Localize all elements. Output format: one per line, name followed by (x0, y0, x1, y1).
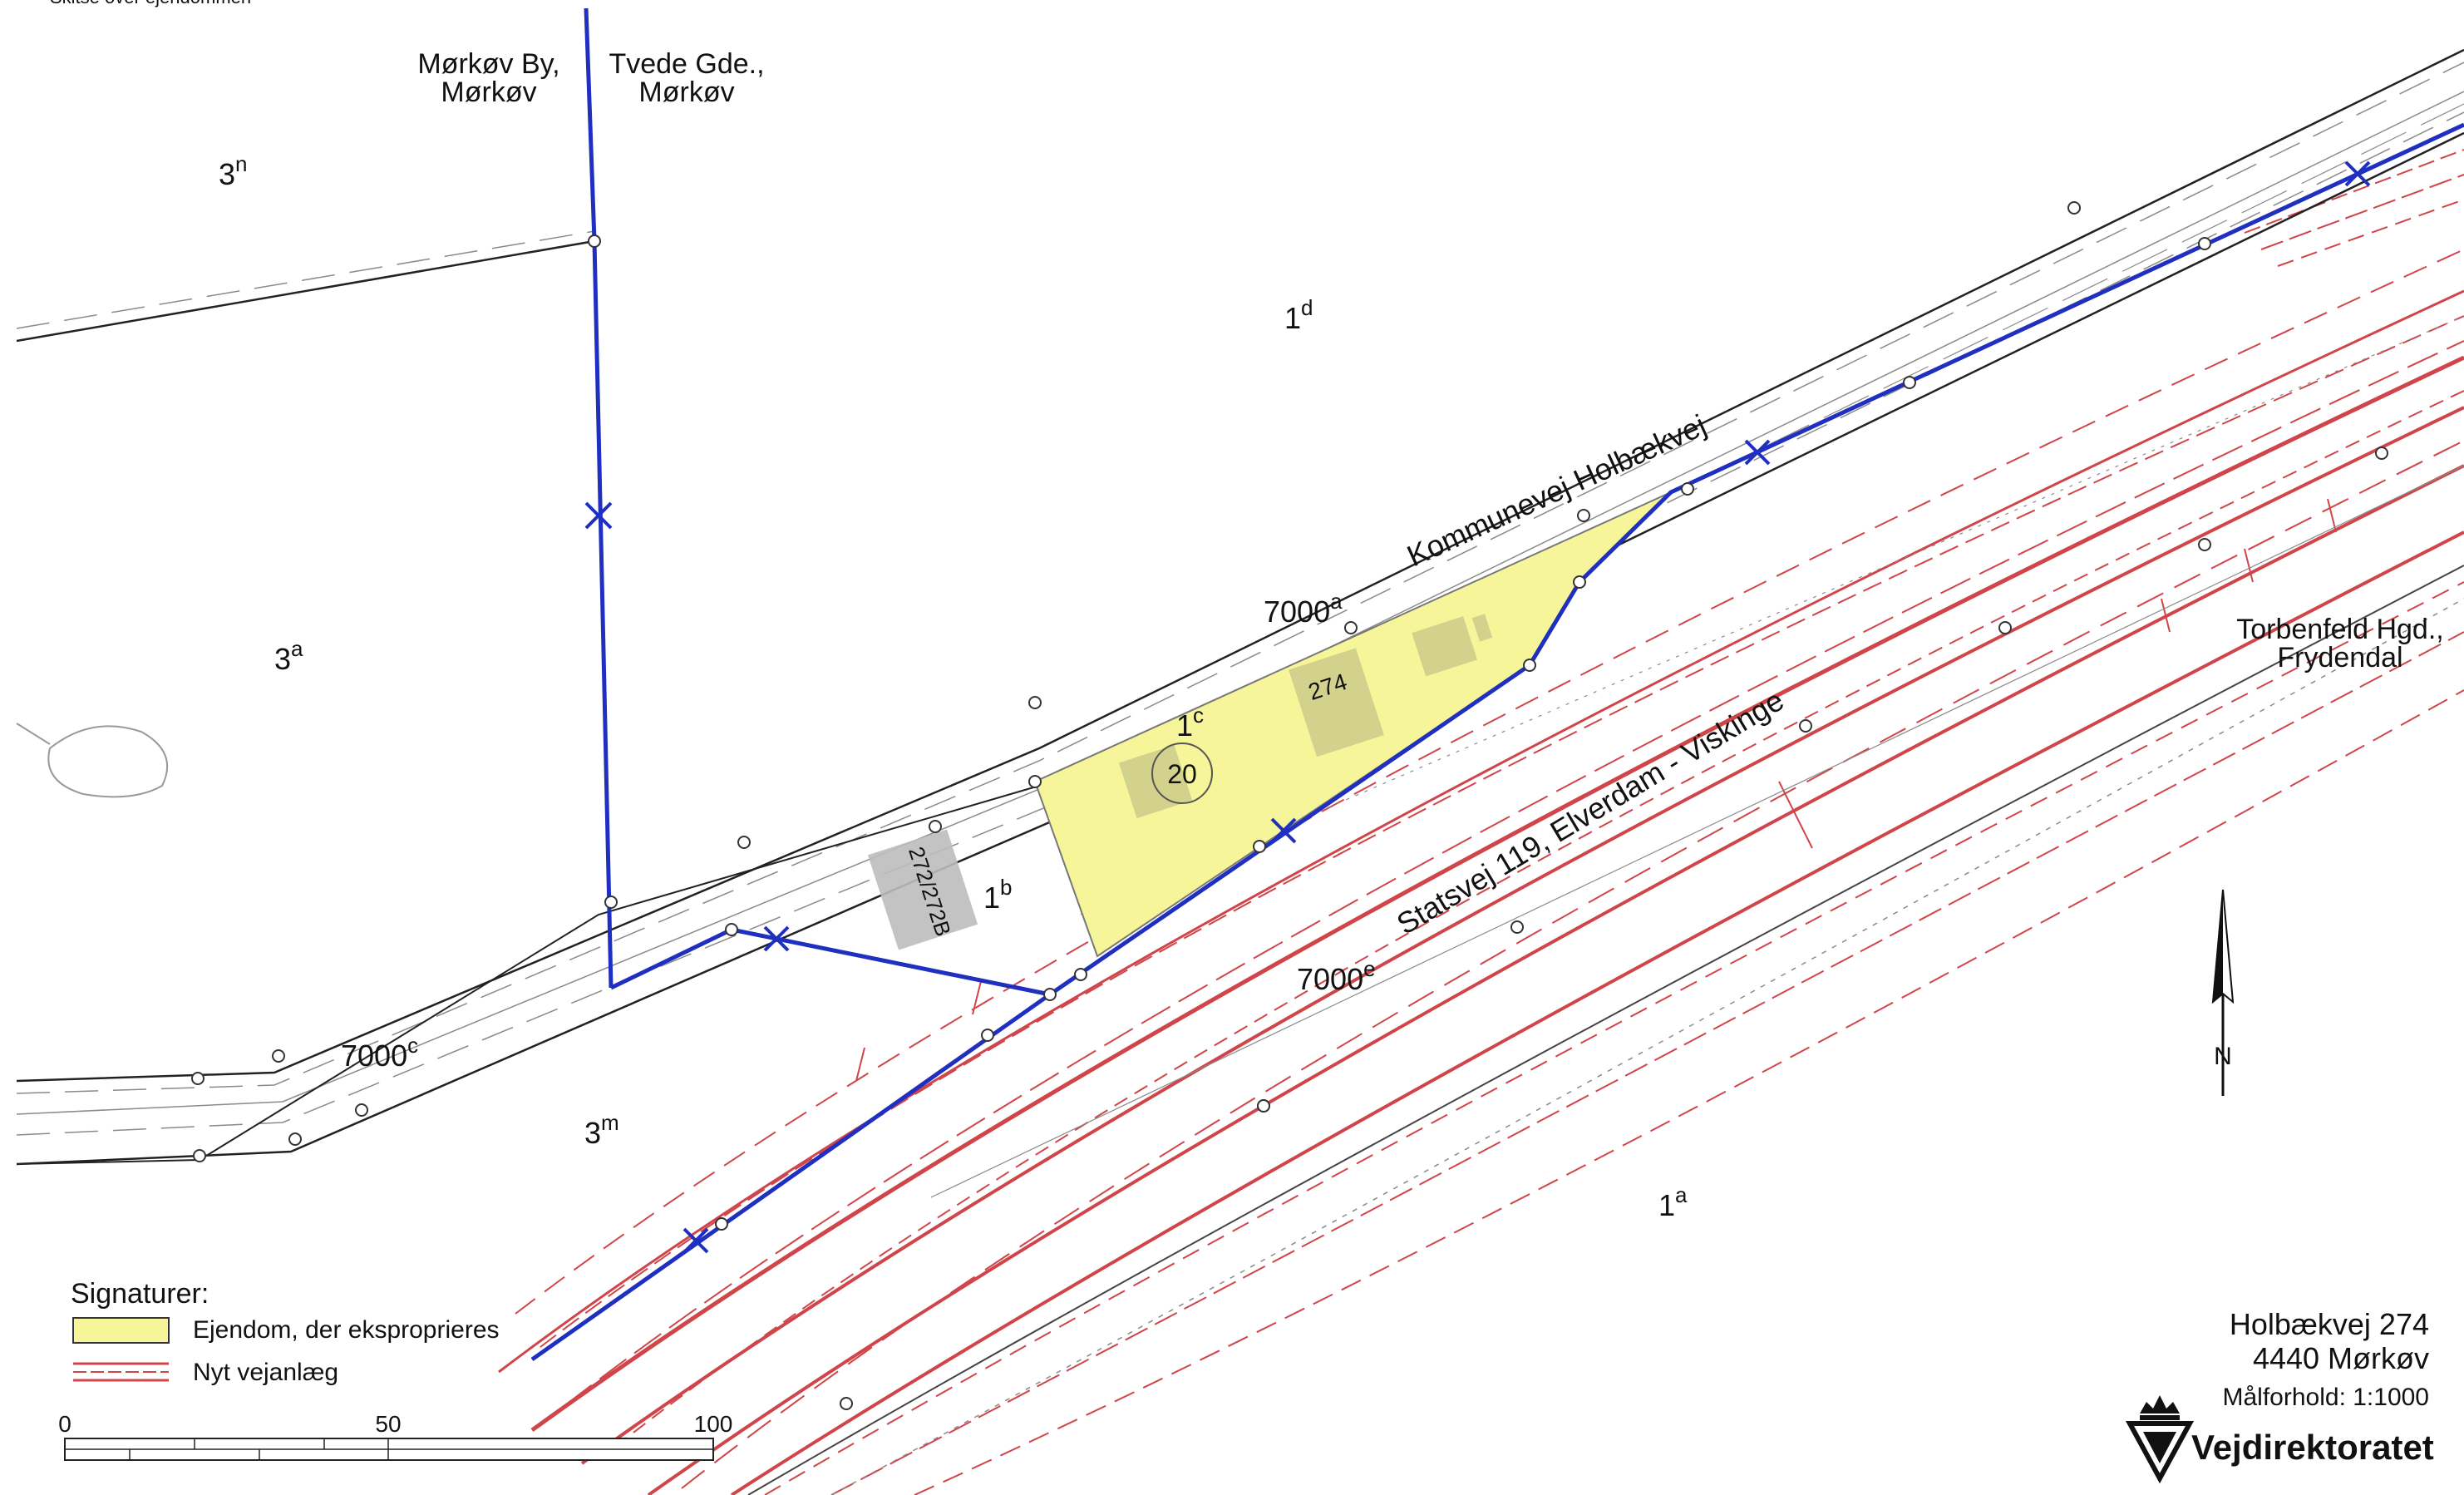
house-number-circle-label: 20 (1167, 759, 1197, 789)
address-line1: Holbækvej 274 (2230, 1307, 2429, 1341)
parcel-1c: 1c (1176, 703, 1204, 743)
parcel-3m: 3m (584, 1110, 619, 1150)
existing-road (16, 48, 2464, 1495)
boundary-markers (584, 160, 2371, 1254)
building-small (1412, 616, 1478, 677)
scale-tick-100: 100 (694, 1411, 733, 1437)
north-arrow: N (2211, 889, 2235, 1096)
scale-tick-0: 0 (58, 1411, 71, 1437)
buildings: 20 274 272/272B (867, 614, 1493, 950)
parcel-labels: 3n 1d 3a 7000a 1c 1b 7000e 7000c 3m 1a (219, 151, 1688, 1222)
pond (47, 725, 169, 798)
survey-points (191, 201, 2388, 1410)
info-block: Holbækvej 274 4440 Mørkøv Målforhold: 1:… (2223, 1307, 2430, 1411)
header-note: Skitse over ejendommen (50, 0, 251, 7)
legend: Signaturer: Ejendom, der eksproprieres N… (71, 1278, 500, 1386)
scale-bar: 0 50 100 (58, 1411, 733, 1461)
parcel-7000a: 7000a (1264, 589, 1343, 629)
building-274 (1289, 648, 1384, 757)
building-20 (1118, 744, 1193, 819)
brand-name: Vejdirektoratet (2191, 1428, 2434, 1467)
parcel-7000c: 7000c (341, 1033, 418, 1073)
legend-swatch-expropriation (72, 1317, 170, 1344)
parcel-3a: 3a (274, 636, 303, 676)
scale-tick-50: 50 (375, 1411, 401, 1437)
owner-labels: Mørkøv By, Mørkøv Tvede Gde., Mørkøv Tor… (417, 48, 2443, 673)
building-272 (867, 829, 978, 950)
scale-ratio: Målforhold: 1:1000 (2223, 1384, 2430, 1411)
legend-item-new-road: Nyt vejanlæg (193, 1359, 338, 1386)
parcel-7000e: 7000e (1297, 956, 1376, 996)
legend-item-expropriation: Ejendom, der eksproprieres (193, 1316, 500, 1344)
parcel-1a: 1a (1658, 1182, 1688, 1222)
legend-swatch-new-road (73, 1362, 169, 1382)
brand-logo: Vejdirektoratet (2125, 1395, 2434, 1484)
north-label: N (2214, 1043, 2232, 1070)
crown-icon (2125, 1395, 2195, 1484)
parcel-1d: 1d (1284, 295, 1313, 335)
building-shed (1471, 614, 1493, 642)
address-line2: 4440 Mørkøv (2253, 1341, 2429, 1375)
owner-label-tvede: Tvede Gde., (609, 48, 764, 80)
owner-label-torbenfeld-town: Frydendal (2277, 642, 2402, 673)
owner-label-tvede-town: Mørkøv (638, 76, 734, 108)
owner-label-torbenfeld: Torbenfeld Hgd., (2236, 614, 2444, 645)
legend-title: Signaturer: (71, 1278, 209, 1310)
owner-label-morkov-by: Mørkøv By, (417, 48, 559, 80)
parcel-3n: 3n (219, 151, 248, 191)
owner-label-morkov-by-town: Mørkøv (441, 76, 536, 108)
new-road-area (498, 149, 2464, 1495)
house-number-circle (1151, 743, 1213, 804)
parcel-1b: 1b (983, 875, 1013, 915)
